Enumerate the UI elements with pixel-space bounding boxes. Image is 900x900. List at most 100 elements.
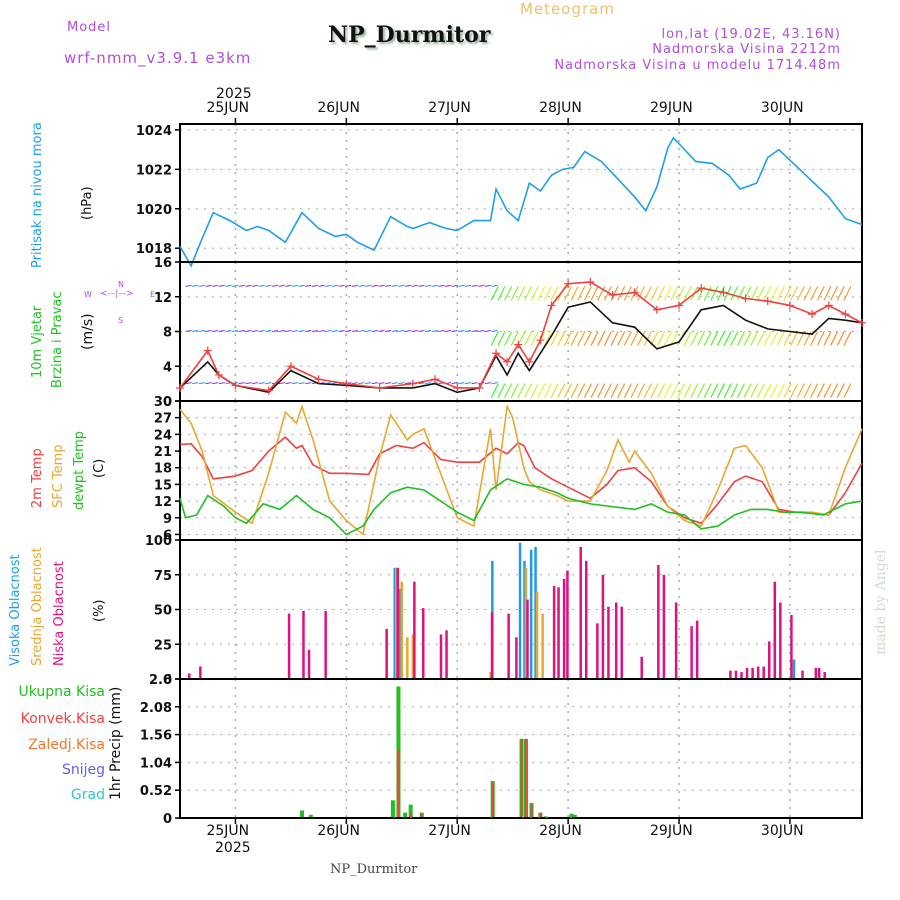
y-tick-label: 1024: [136, 124, 172, 139]
precip-frz-label: Zaledj.Kisa: [28, 737, 105, 753]
y-tick-label: 27: [154, 412, 172, 427]
panel-frame: [179, 261, 863, 402]
wind-barb: [251, 284, 259, 287]
wind-barb: [756, 286, 765, 301]
wind-barb: [776, 331, 785, 346]
gust-marker: [453, 383, 462, 392]
wind-barb: [298, 284, 305, 287]
bar-niska-oblacnost: [729, 670, 732, 679]
wind-barb: [723, 383, 732, 398]
wind-barb: [265, 284, 272, 287]
y-tick-label: 50: [154, 604, 172, 619]
wind-barb: [238, 382, 245, 385]
wind-barb: [750, 286, 759, 301]
wind-barb: [278, 284, 285, 287]
wind-barb: [212, 382, 219, 385]
bar-niska-oblacnost: [199, 666, 202, 679]
wind-barb: [763, 383, 772, 398]
wind-barb: [405, 330, 412, 332]
bar-srednja-oblacnost: [541, 613, 544, 679]
wind-barb: [205, 330, 212, 332]
wind-barb: [490, 383, 499, 398]
wind-barb: [198, 382, 205, 385]
bar-niska-oblacnost: [607, 606, 610, 679]
bar-niska-oblacnost: [515, 637, 518, 679]
wind-barb: [212, 330, 219, 332]
wind-barb: [444, 284, 452, 287]
precip-total-label: Ukupna Kisa: [18, 684, 105, 700]
wind-barb: [810, 286, 819, 301]
y-tick-label: 6: [163, 528, 172, 543]
wind-barb: [232, 330, 239, 332]
bar-niska-oblacnost: [526, 599, 529, 679]
bar-niska-oblacnost: [445, 630, 448, 679]
y-tick-label: 15: [154, 478, 172, 493]
top-date-label: 25JUN: [206, 100, 250, 116]
wind-barb: [185, 284, 192, 287]
bar-visoka-oblacnost: [534, 546, 537, 679]
wind-barb: [185, 382, 192, 385]
series-line-2m-temp: [179, 436, 863, 525]
wind-barb: [697, 331, 705, 346]
panel-4: 0 25 50 75 100: [145, 534, 863, 688]
bar-visoka-oblacnost: [393, 567, 396, 679]
gust-marker: [697, 284, 706, 293]
y-tick-label: 1020: [136, 203, 172, 218]
bar-niska-oblacnost: [557, 587, 560, 679]
wind-barb: [305, 330, 312, 332]
footer-station: NP_Durmitor: [330, 862, 418, 877]
y-tick-label: 24: [154, 428, 172, 443]
wind-barb: [737, 331, 745, 346]
wind-barb: [617, 331, 626, 346]
wind-barb: [365, 284, 372, 287]
wind-barb: [717, 383, 725, 398]
wind-barb: [431, 284, 438, 287]
wind-barb: [398, 330, 405, 332]
wind-barb: [318, 330, 325, 332]
wind-barb: [657, 383, 666, 398]
series-line-sfc-temp: [179, 403, 863, 536]
wind-barb: [291, 330, 299, 332]
wind-barb: [311, 330, 319, 332]
gust-marker: [231, 381, 240, 390]
bar-niska-oblacnost: [690, 626, 693, 679]
bar-niska-oblacnost: [814, 667, 818, 679]
wind-barb: [232, 284, 239, 287]
bottom-date-label: 27JUN: [428, 823, 471, 839]
gust-marker: [503, 357, 512, 366]
wind-barb: [650, 286, 659, 301]
wind-barb: [471, 330, 478, 332]
wind-barb: [491, 284, 498, 287]
wind-barb: [251, 382, 259, 385]
wind-barb: [245, 284, 252, 287]
bar-niska-oblacnost: [188, 673, 191, 679]
wind-barb: [497, 383, 506, 398]
bar-srednja-oblacnost: [489, 672, 492, 679]
wind-barb: [365, 330, 372, 332]
wind-barb: [703, 331, 712, 346]
wind-barb: [710, 383, 719, 398]
bar-niska-oblacnost: [751, 667, 754, 679]
top-date-label: 28JUN: [539, 100, 582, 116]
bar-niska-oblacnost: [640, 656, 643, 679]
wind-barb: [218, 382, 225, 385]
wind-barb: [663, 286, 672, 301]
wind-barb: [790, 383, 799, 398]
bar-niska-oblacnost: [801, 670, 804, 679]
wind-barb: [770, 286, 779, 301]
wind-barb: [451, 382, 458, 385]
compass-east: E: [150, 290, 156, 299]
wind-barb: [564, 286, 572, 301]
wind-barb: [597, 286, 606, 301]
wind-barb: [796, 383, 805, 398]
y-tick-label: 30: [154, 395, 172, 410]
bar-ukupna-kisa: [308, 814, 313, 818]
wind-barb: [823, 383, 832, 398]
gust-marker: [824, 301, 833, 310]
wind-barb: [238, 284, 245, 287]
wind-barb: [810, 331, 819, 346]
bar-visoka-oblacnost: [518, 542, 522, 679]
wind-barb: [458, 284, 465, 287]
panel-5: 0 0.52 1.04 1.56 2.08 2.6: [140, 673, 863, 827]
wind-barb: [418, 284, 425, 287]
